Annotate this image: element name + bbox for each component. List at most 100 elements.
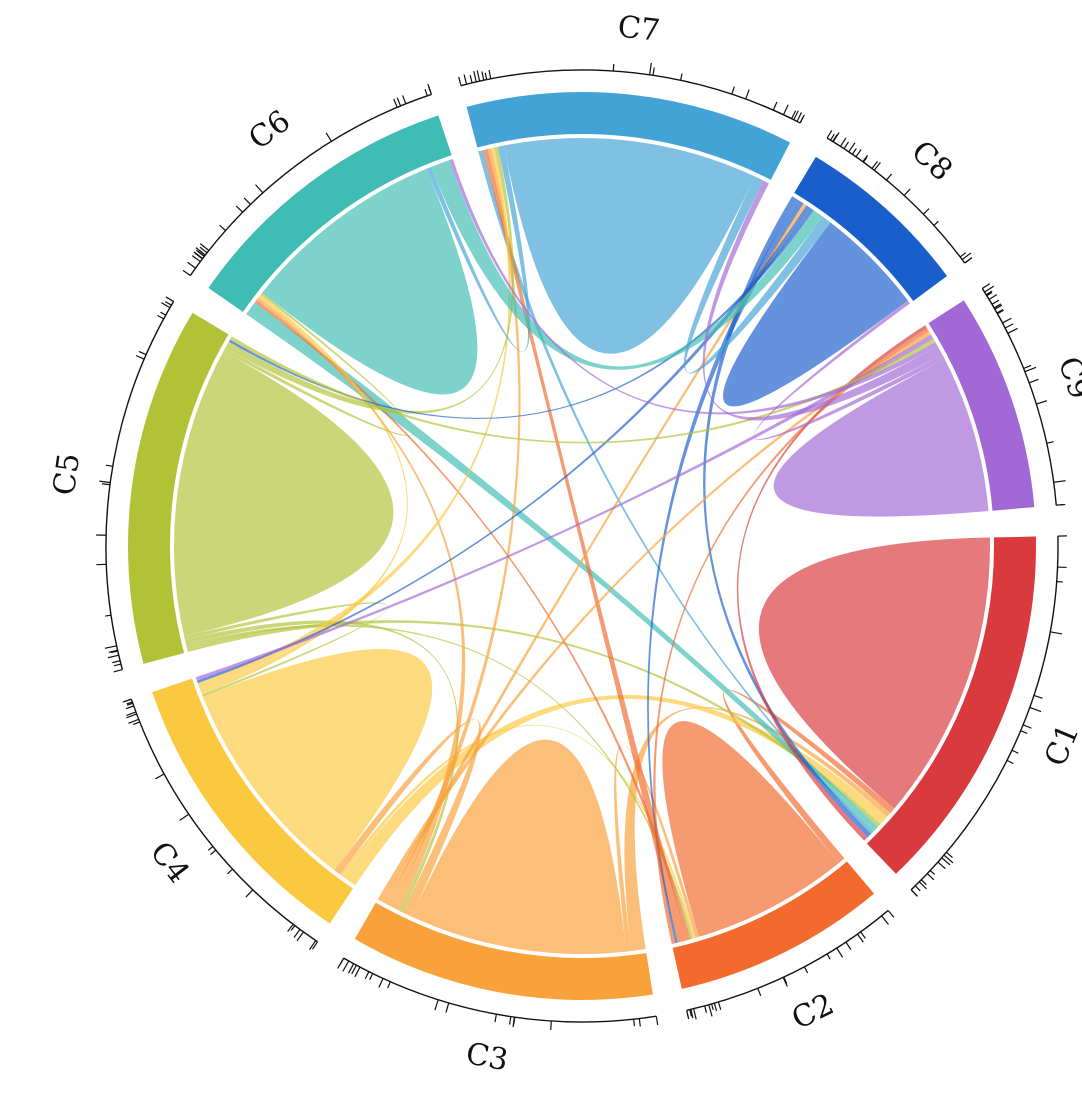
axis-tick-C2 [782, 977, 788, 987]
axis-tick-C1 [943, 854, 954, 864]
axis-tick-C8 [855, 149, 862, 158]
axis-tick-C3 [512, 1017, 516, 1028]
axis-tick-C1 [1011, 749, 1019, 754]
axis-tick-C1 [1033, 694, 1043, 699]
axis-tick-C1 [945, 851, 953, 858]
ribbon-layer [174, 137, 990, 954]
axis-tick-C4 [226, 868, 233, 875]
axis-tick-C8 [964, 257, 973, 264]
ribbon-C7-self [503, 137, 755, 354]
axis-tick-C5 [160, 311, 167, 316]
axis-tick-C1 [910, 889, 918, 897]
axis-tick-C6 [219, 224, 226, 231]
axis-tick-C9 [993, 303, 1002, 309]
axis-tick-C2 [803, 966, 809, 974]
group-label-C1: C1 [1038, 719, 1082, 771]
axis-arc-C8 [826, 137, 966, 264]
axis-tick-C3 [633, 1019, 636, 1027]
axis-tick-C6 [193, 251, 203, 259]
axis-tick-C5 [105, 464, 113, 467]
axis-tick-C9 [994, 304, 1003, 310]
axis-tick-C3 [655, 1016, 659, 1026]
ribbon-C6-C8 [431, 160, 823, 370]
axis-tick-C3 [364, 971, 370, 980]
ribbon-C5-self [174, 351, 394, 637]
axis-tick-C2 [704, 1005, 708, 1013]
axis-tick-C5 [108, 649, 118, 653]
axis-tick-C7 [481, 71, 485, 81]
axis-tick-C3 [369, 973, 374, 981]
axis-tick-C8 [851, 148, 857, 155]
group-arc-layer [127, 91, 1036, 1001]
axis-tick-C3 [387, 981, 391, 989]
axis-tick-C9 [985, 290, 993, 296]
axis-tick-C6 [199, 243, 210, 251]
axis-tick-C2 [717, 1001, 722, 1010]
axis-tick-C9 [988, 294, 998, 300]
axis-tick-C8 [862, 156, 868, 163]
axis-tick-C7 [680, 73, 683, 81]
axis-tick-C8 [848, 142, 856, 153]
axis-tick-C1 [914, 885, 921, 892]
axis-tick-C3 [494, 1014, 497, 1023]
axis-tick-C9 [1028, 378, 1039, 384]
axis-tick-C4 [296, 931, 304, 942]
axis-tick-C6 [396, 97, 402, 107]
axis-tick-C1 [937, 861, 946, 870]
axis-tick-C3 [434, 999, 439, 1011]
axis-tick-C4 [126, 711, 137, 717]
group-arc-C3 [354, 902, 653, 1001]
axis-tick-C4 [179, 813, 190, 821]
axis-tick-C5 [105, 614, 112, 617]
axis-tick-C1 [1006, 759, 1014, 765]
axis-tick-C4 [126, 713, 137, 719]
axis-tick-C5 [161, 302, 171, 309]
axis-arc-C1 [910, 536, 1059, 891]
axis-tick-C2 [826, 953, 831, 960]
axis-tick-C4 [126, 702, 133, 706]
axis-tick-C4 [128, 718, 139, 724]
axis-tick-C1 [918, 881, 927, 890]
group-arc-C8 [794, 156, 948, 302]
group-arc-C5 [127, 312, 229, 664]
axis-tick-C7 [652, 67, 655, 76]
axis-tick-C6 [325, 132, 332, 142]
ribbon-C6-self [262, 168, 478, 395]
axis-tick-C9 [1007, 327, 1018, 334]
axis-arc-C6 [189, 93, 432, 276]
axis-tick-C5 [113, 669, 123, 673]
axis-tick-C6 [424, 89, 428, 97]
axis-tick-C6 [195, 249, 205, 257]
ribbon-C1-C9 [736, 325, 928, 841]
axis-arc-C2 [686, 909, 889, 1012]
axis-tick-C2 [693, 1008, 697, 1020]
group-label-C8: C8 [904, 134, 959, 188]
axis-tick-C9 [991, 299, 1000, 305]
axis-tick-C9 [996, 308, 1004, 314]
axis-tick-C6 [199, 246, 208, 254]
axis-tick-C2 [783, 976, 788, 984]
ribbon-C3-self [411, 739, 627, 954]
axis-tick-C5 [113, 663, 122, 667]
ribbon-C1-C6 [246, 302, 878, 833]
axis-tick-C7 [745, 89, 750, 100]
axis-tick-C5 [99, 480, 111, 484]
axis-tick-C6 [255, 184, 264, 194]
axis-tick-C8 [832, 134, 838, 142]
group-label-C7: C7 [616, 9, 662, 48]
axis-tick-C3 [508, 1016, 512, 1025]
group-label-C6: C6 [242, 104, 297, 157]
axis-arc-C9 [981, 288, 1057, 506]
axis-tick-C2 [689, 1009, 693, 1017]
axis-arc-C3 [343, 957, 657, 1023]
axis-tick-C7 [793, 110, 799, 120]
axis-tick-C3 [378, 978, 384, 988]
axis-tick-C2 [686, 1010, 689, 1018]
axis-tick-C5 [166, 296, 174, 303]
group-arc-C1 [866, 536, 1036, 874]
axis-tick-C9 [981, 283, 991, 289]
axis-tick-C7 [796, 112, 803, 122]
ribbon-C3-C4 [334, 718, 482, 917]
axis-tick-C4 [293, 929, 301, 938]
ribbon-C4-C5 [184, 602, 388, 697]
